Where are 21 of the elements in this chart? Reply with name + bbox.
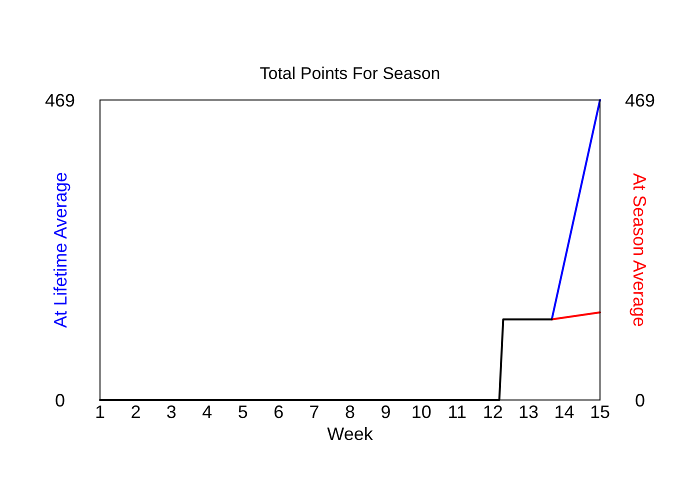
x-tick-label: 11 (448, 402, 466, 422)
x-tick-label: 4 (202, 402, 212, 422)
x-tick-label: 12 (482, 402, 503, 422)
x-tick-label: 15 (590, 402, 610, 422)
y2-axis-title: At Season Average (630, 173, 650, 327)
x-axis-title: Week (327, 424, 374, 444)
x-tick-label: 6 (274, 402, 284, 422)
y2-tick-label: 0 (634, 390, 646, 410)
y-axis-title: At Lifetime Average (50, 172, 70, 328)
x-tick-label: 1 (94, 402, 106, 422)
x-tick-label: 10 (411, 402, 432, 422)
x-tick-label: 9 (380, 402, 391, 422)
x-tick-label: 8 (344, 402, 356, 422)
x-tick-label: 7 (309, 402, 320, 422)
chart-title: Total Points For Season (260, 64, 440, 83)
x-tick-label: 2 (130, 402, 141, 422)
x-tick-label: 5 (238, 402, 248, 422)
y2-tick-label: 469 (624, 90, 656, 110)
x-tick-label: 14 (554, 402, 574, 422)
x-tick-label: 3 (166, 402, 176, 422)
x-tick-label: 13 (518, 402, 539, 422)
